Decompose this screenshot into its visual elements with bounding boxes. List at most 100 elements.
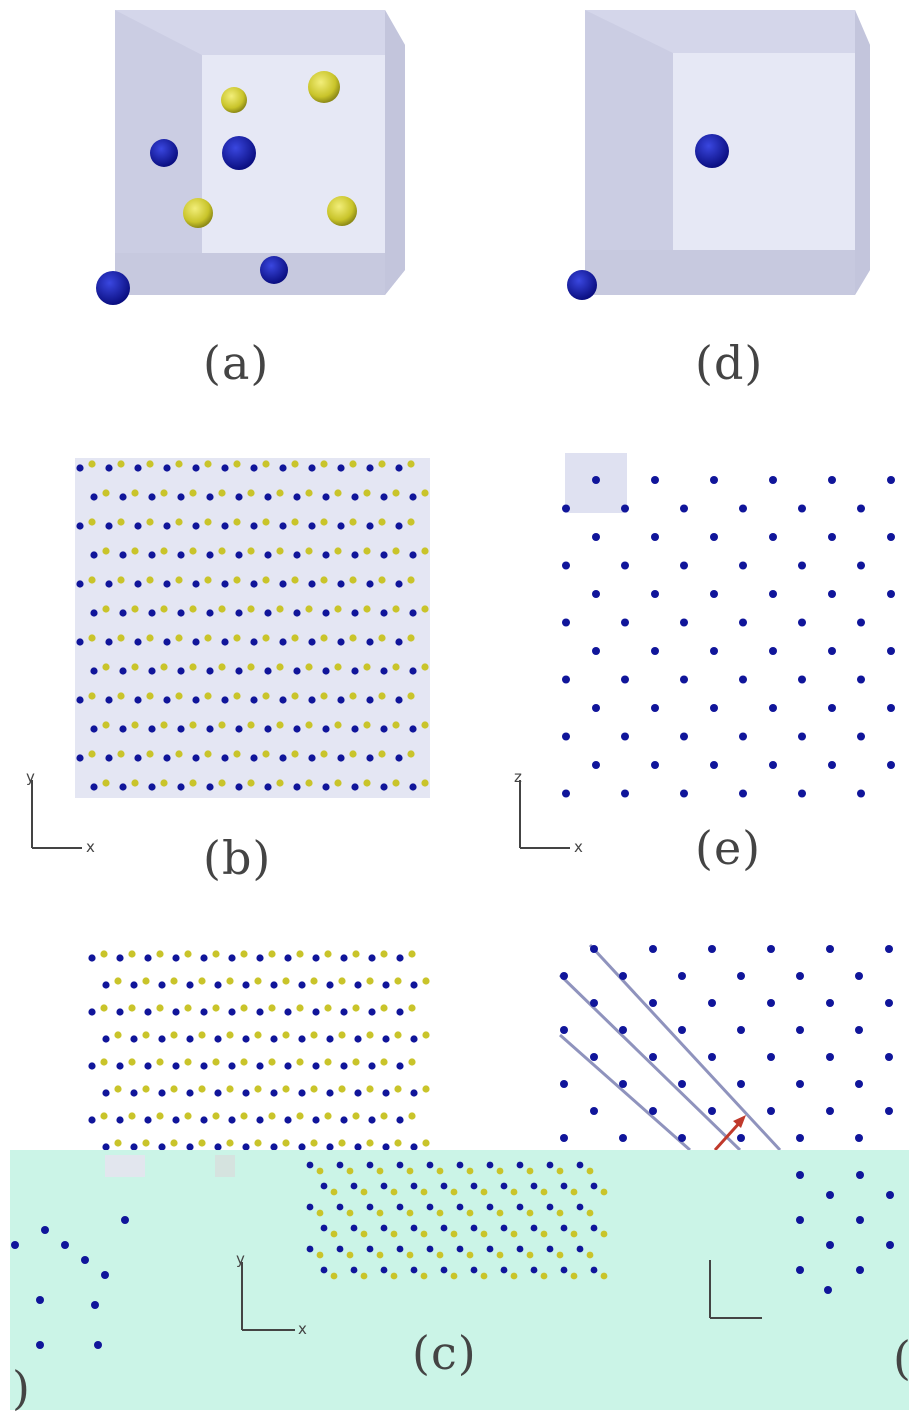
blue-atom xyxy=(500,1182,508,1190)
yellow-atom xyxy=(170,1139,178,1147)
yellow-atom xyxy=(422,1031,430,1039)
panel-c-label: (c) xyxy=(412,1326,477,1380)
blue-atom xyxy=(440,1182,448,1190)
yellow-atom xyxy=(296,1004,304,1012)
yellow-atom xyxy=(392,605,400,613)
yellow-atom xyxy=(338,1139,346,1147)
yellow-atom xyxy=(117,634,125,642)
blue-atom xyxy=(576,1161,584,1169)
blue-atom xyxy=(680,789,688,798)
yellow-atom xyxy=(189,489,197,497)
yellow-atom xyxy=(407,750,415,758)
yellow-atom xyxy=(156,1058,164,1066)
blue-atom xyxy=(354,981,362,989)
blue-atom xyxy=(366,1245,374,1253)
blue-atom xyxy=(119,551,127,559)
yellow-atom xyxy=(380,1058,388,1066)
yellow-atom xyxy=(175,692,183,700)
blue-atom xyxy=(206,609,214,617)
blue-atom xyxy=(678,1134,686,1142)
blue-atom xyxy=(796,972,804,980)
blue-atom xyxy=(105,580,113,588)
blue-atom xyxy=(380,609,388,617)
blue-atom xyxy=(592,647,600,655)
yellow-atom xyxy=(349,750,357,758)
yellow-atom xyxy=(363,663,371,671)
blue-atom xyxy=(887,590,895,598)
blue-atom xyxy=(395,580,403,588)
blue-atom xyxy=(737,1026,745,1034)
blue-atom xyxy=(410,1035,418,1043)
blue-atom xyxy=(134,522,142,530)
blue-atom xyxy=(148,493,156,501)
yellow-atom xyxy=(198,1139,206,1147)
panel-b-projection: y x xyxy=(26,458,430,856)
blue-atom xyxy=(621,732,629,741)
yellow-atom xyxy=(466,1209,474,1217)
blue-atom xyxy=(798,504,806,513)
yellow-atom xyxy=(390,1272,398,1280)
yellow-atom xyxy=(247,721,255,729)
yellow-atom xyxy=(376,1251,384,1259)
blue-atom xyxy=(76,754,84,762)
yellow-atom xyxy=(247,663,255,671)
blue-atom xyxy=(102,1035,110,1043)
blue-atom xyxy=(796,1171,804,1179)
yellow-atom xyxy=(221,87,247,113)
blue-atom xyxy=(710,476,718,484)
yellow-atom xyxy=(406,1167,414,1175)
yellow-atom xyxy=(586,1209,594,1217)
blue-atom xyxy=(264,725,272,733)
blue-atom xyxy=(192,522,200,530)
blue-atom xyxy=(354,1089,362,1097)
blue-atom xyxy=(855,1134,863,1142)
blue-atom xyxy=(409,725,417,733)
yellow-atom xyxy=(184,1004,192,1012)
yellow-atom xyxy=(156,1112,164,1120)
yellow-atom xyxy=(204,750,212,758)
yellow-atom xyxy=(570,1272,578,1280)
yellow-atom xyxy=(170,1031,178,1039)
yellow-atom xyxy=(408,1112,416,1120)
blue-atom xyxy=(116,1116,124,1124)
yellow-atom xyxy=(296,1112,304,1120)
blue-atom xyxy=(326,1089,334,1097)
blue-atom xyxy=(530,1182,538,1190)
blue-atom xyxy=(798,675,806,684)
yellow-atom xyxy=(218,605,226,613)
blue-atom xyxy=(148,725,156,733)
panel-e-axes: z x xyxy=(514,768,583,856)
yellow-atom xyxy=(247,547,255,555)
blue-atom xyxy=(214,981,222,989)
blue-atom xyxy=(90,493,98,501)
blue-atom xyxy=(322,609,330,617)
yellow-atom xyxy=(346,1251,354,1259)
yellow-atom xyxy=(394,977,402,985)
yellow-atom xyxy=(436,1251,444,1259)
blue-atom xyxy=(177,493,185,501)
blue-atom xyxy=(320,1182,328,1190)
yellow-atom xyxy=(349,576,357,584)
blue-atom xyxy=(130,981,138,989)
yellow-atom xyxy=(240,1112,248,1120)
yellow-atom xyxy=(436,1167,444,1175)
blue-atom xyxy=(767,1053,775,1061)
blue-atom xyxy=(186,981,194,989)
panel-b-label: (b) xyxy=(203,831,272,885)
blue-atom xyxy=(560,1026,568,1034)
blue-atom xyxy=(192,696,200,704)
blue-atom xyxy=(11,1241,19,1249)
blue-atom xyxy=(337,638,345,646)
blue-atom xyxy=(739,789,747,798)
blue-atom xyxy=(380,725,388,733)
blue-atom xyxy=(562,732,570,741)
blue-atom xyxy=(306,1245,314,1253)
yellow-atom xyxy=(226,977,234,985)
yellow-atom xyxy=(117,460,125,468)
yellow-atom xyxy=(156,950,164,958)
cut-off-label-left: ) xyxy=(12,1361,31,1415)
blue-atom xyxy=(228,1062,236,1070)
blue-atom xyxy=(242,1143,250,1151)
blue-atom xyxy=(710,590,718,598)
yellow-atom xyxy=(366,1085,374,1093)
